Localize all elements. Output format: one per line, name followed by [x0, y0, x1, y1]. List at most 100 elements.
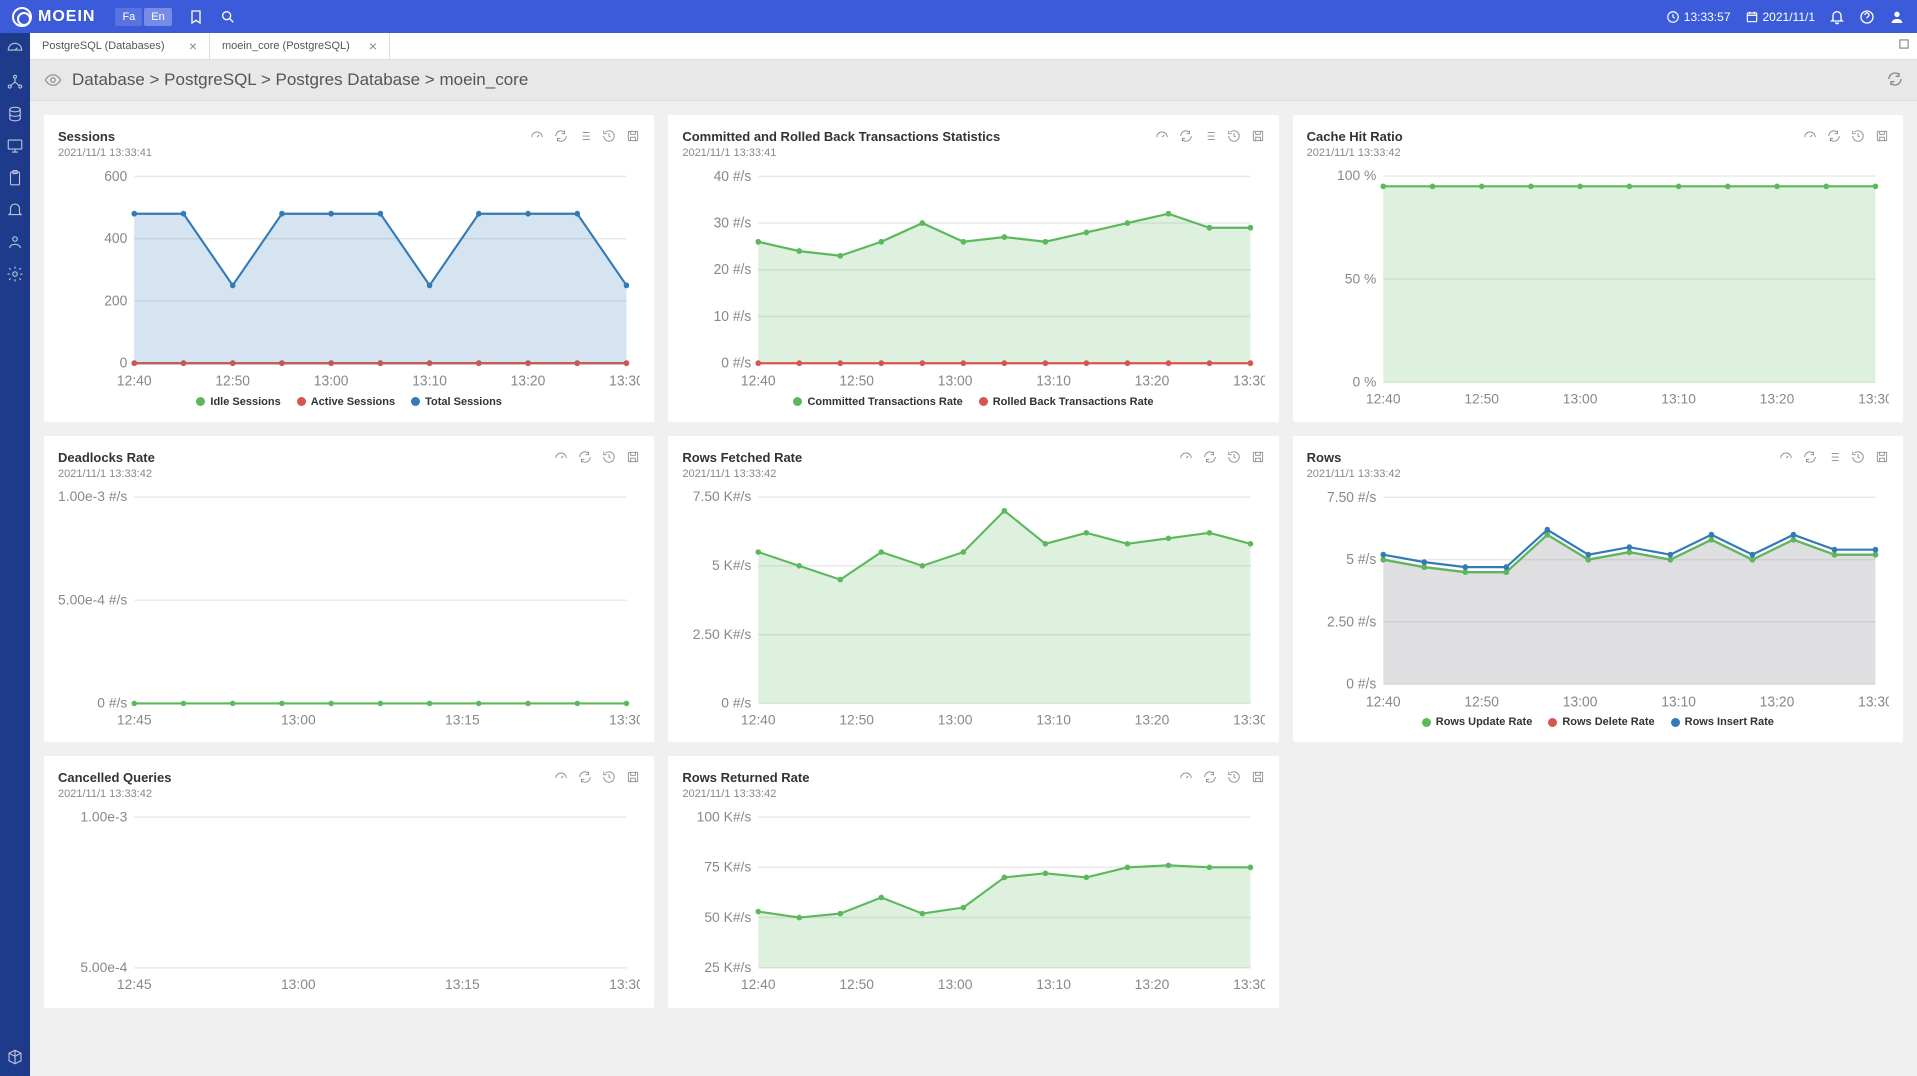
svg-text:13:20: 13:20 [1135, 711, 1170, 727]
refresh-icon[interactable] [1827, 129, 1841, 143]
content-area: Database > PostgreSQL > Postgres Databas… [30, 60, 1917, 1076]
close-icon[interactable]: × [189, 38, 197, 54]
save-icon[interactable] [1875, 129, 1889, 143]
history-icon[interactable] [602, 129, 616, 143]
list-icon[interactable] [578, 129, 592, 143]
bell-icon[interactable] [1829, 9, 1845, 25]
clipboard-icon[interactable] [6, 169, 24, 187]
cube-icon[interactable] [6, 1048, 24, 1066]
card-title: Committed and Rolled Back Transactions S… [682, 129, 1154, 144]
refresh-icon[interactable] [1203, 770, 1217, 784]
save-icon[interactable] [1251, 129, 1265, 143]
gauge-icon[interactable] [1779, 450, 1793, 464]
history-icon[interactable] [1227, 450, 1241, 464]
monitor-icon[interactable] [6, 137, 24, 155]
card-header: Rows 2021/11/1 13:33:42 [1307, 450, 1889, 480]
svg-text:12:50: 12:50 [840, 976, 875, 992]
svg-text:13:20: 13:20 [1759, 694, 1794, 710]
search-icon[interactable] [220, 9, 236, 25]
card-timestamp: 2021/11/1 13:33:42 [682, 468, 1178, 480]
refresh-icon[interactable] [554, 129, 568, 143]
chart-legend: Committed Transactions RateRolled Back T… [682, 396, 1264, 408]
refresh-all-icon[interactable] [1887, 71, 1903, 90]
tab-postgresql-databases[interactable]: PostgreSQL (Databases) × [30, 33, 210, 59]
history-icon[interactable] [1227, 129, 1241, 143]
refresh-icon[interactable] [1203, 450, 1217, 464]
database-icon[interactable] [6, 105, 24, 123]
svg-text:5 #/s: 5 #/s [1346, 551, 1376, 567]
history-icon[interactable] [1851, 450, 1865, 464]
card-title: Cancelled Queries [58, 770, 554, 785]
card-header: Cancelled Queries 2021/11/1 13:33:42 [58, 770, 640, 800]
card-timestamp: 2021/11/1 13:33:42 [682, 788, 1178, 800]
close-icon[interactable]: × [369, 38, 377, 54]
history-icon[interactable] [602, 450, 616, 464]
gauge-icon[interactable] [1179, 770, 1193, 784]
card-actions [530, 129, 640, 143]
save-icon[interactable] [1251, 770, 1265, 784]
card-rows-returned: Rows Returned Rate 2021/11/1 13:33:42 25… [668, 756, 1278, 1007]
legend-item: Active Sessions [297, 396, 395, 408]
dashboard-icon[interactable] [6, 41, 24, 59]
save-icon[interactable] [626, 770, 640, 784]
alert-icon[interactable] [6, 201, 24, 219]
card-timestamp: 2021/11/1 13:33:42 [1307, 147, 1803, 159]
history-icon[interactable] [602, 770, 616, 784]
date-display: 2021/11/1 [1745, 10, 1816, 24]
tab-bar: PostgreSQL (Databases) × moein_core (Pos… [30, 33, 1917, 60]
user-icon[interactable] [1889, 9, 1905, 25]
svg-text:13:30: 13:30 [609, 373, 640, 389]
help-icon[interactable] [1859, 9, 1875, 25]
card-transactions: Committed and Rolled Back Transactions S… [668, 115, 1278, 422]
topology-icon[interactable] [6, 73, 24, 91]
gauge-icon[interactable] [1803, 129, 1817, 143]
svg-text:5.00e-4: 5.00e-4 [80, 959, 127, 975]
card-actions [554, 450, 640, 464]
lang-fa-button[interactable]: Fa [115, 8, 142, 26]
chart-legend: Idle SessionsActive SessionsTotal Sessio… [58, 396, 640, 408]
gauge-icon[interactable] [554, 770, 568, 784]
gauge-icon[interactable] [1179, 450, 1193, 464]
card-cancelled: Cancelled Queries 2021/11/1 13:33:42 5.0… [44, 756, 654, 1007]
lang-en-button[interactable]: En [144, 8, 171, 26]
save-icon[interactable] [626, 450, 640, 464]
svg-text:12:50: 12:50 [840, 373, 875, 389]
refresh-icon[interactable] [578, 770, 592, 784]
chart-area: 0 #/s2.50 K#/s5 K#/s7.50 K#/s12:4012:501… [682, 490, 1264, 729]
tab-label: moein_core (PostgreSQL) [222, 40, 350, 52]
save-icon[interactable] [1875, 450, 1889, 464]
card-rows: Rows 2021/11/1 13:33:42 0 #/s2.50 #/s5 #… [1293, 436, 1903, 743]
svg-text:13:00: 13:00 [1562, 390, 1597, 406]
bookmark-icon[interactable] [188, 9, 204, 25]
svg-text:25 K#/s: 25 K#/s [705, 959, 752, 975]
tab-moein-core[interactable]: moein_core (PostgreSQL) × [210, 33, 390, 59]
history-icon[interactable] [1227, 770, 1241, 784]
settings-icon[interactable] [6, 265, 24, 283]
refresh-icon[interactable] [1179, 129, 1193, 143]
svg-text:13:20: 13:20 [1759, 390, 1794, 406]
svg-text:13:10: 13:10 [1661, 390, 1696, 406]
card-title: Rows Fetched Rate [682, 450, 1178, 465]
svg-text:1.00e-3: 1.00e-3 [80, 810, 127, 824]
users-icon[interactable] [6, 233, 24, 251]
svg-text:13:30: 13:30 [1233, 373, 1264, 389]
gauge-icon[interactable] [1155, 129, 1169, 143]
save-icon[interactable] [1251, 450, 1265, 464]
gauge-icon[interactable] [554, 450, 568, 464]
card-timestamp: 2021/11/1 13:33:41 [58, 147, 530, 159]
maximize-icon[interactable] [1897, 37, 1911, 54]
refresh-icon[interactable] [578, 450, 592, 464]
legend-item: Committed Transactions Rate [793, 396, 962, 408]
save-icon[interactable] [626, 129, 640, 143]
svg-text:13:10: 13:10 [1037, 976, 1072, 992]
list-icon[interactable] [1827, 450, 1841, 464]
history-icon[interactable] [1851, 129, 1865, 143]
list-icon[interactable] [1203, 129, 1217, 143]
svg-text:13:10: 13:10 [1037, 711, 1072, 727]
refresh-icon[interactable] [1803, 450, 1817, 464]
cards-grid: Sessions 2021/11/1 13:33:41 020040060012… [30, 101, 1917, 1022]
card-sessions: Sessions 2021/11/1 13:33:41 020040060012… [44, 115, 654, 422]
card-timestamp: 2021/11/1 13:33:42 [58, 788, 554, 800]
svg-text:12:50: 12:50 [1464, 694, 1499, 710]
gauge-icon[interactable] [530, 129, 544, 143]
